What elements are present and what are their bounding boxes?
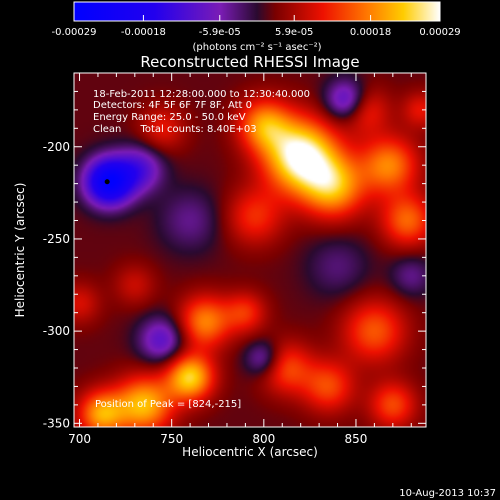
peak-position-label: Position of Peak = [824,-215] [95,399,241,410]
plot-frame [73,72,427,428]
y-tick-label: -200 [43,140,70,154]
colorbar-tick-label: -0.00018 [121,27,166,38]
colorbar-tick-label: 0.00018 [350,27,391,38]
colorbar-tick-label: 0.00029 [419,27,460,38]
heatmap-blobs [104,179,110,185]
chart-title: Reconstructed RHESSI Image [140,53,359,71]
minimum-marker [104,179,110,185]
y-axis-label: Heliocentric Y (arcsec) [13,183,27,318]
axis-ticks: 700 750 800 850 -200 -250 -300 -350 [43,72,426,446]
heatmap-image [74,73,426,427]
y-tick-label: -300 [43,324,70,338]
x-tick-label: 850 [345,432,368,446]
annotation-block: 18-Feb-2011 12:28:00.000 to 12:30:40.000… [93,89,310,135]
colorbar [73,1,441,22]
x-tick-label: 800 [252,432,275,446]
annotation-counts: Clean Total counts: 8.40E+03 [93,124,257,135]
y-tick-label: -250 [43,232,70,246]
colorbar-tick-label: -5.9e-05 [199,27,241,38]
colorbar-label: (photons cm⁻² s⁻¹ asec⁻²) [192,42,321,53]
footer-date: 10-Aug-2013 10:37 [399,488,496,499]
x-tick-label: 700 [68,432,91,446]
x-axis-label: Heliocentric X (arcsec) [182,445,318,459]
y-tick-label: -350 [43,416,70,430]
x-tick-label: 750 [160,432,183,446]
colorbar-ticks: -0.00029 -0.00018 -5.9e-05 5.9e-05 0.00018 0.… [52,15,461,38]
colorbar-tick-label: 5.9e-05 [275,27,313,38]
colorbar-tick-label: -0.00029 [52,27,97,38]
annotation-detectors: Detectors: 4F 5F 6F 7F 8F, Att 0 [93,100,252,111]
annotation-time: 18-Feb-2011 12:28:00.000 to 12:30:40.000 [93,89,310,100]
annotation-energy: Energy Range: 25.0 - 50.0 keV [93,112,246,123]
